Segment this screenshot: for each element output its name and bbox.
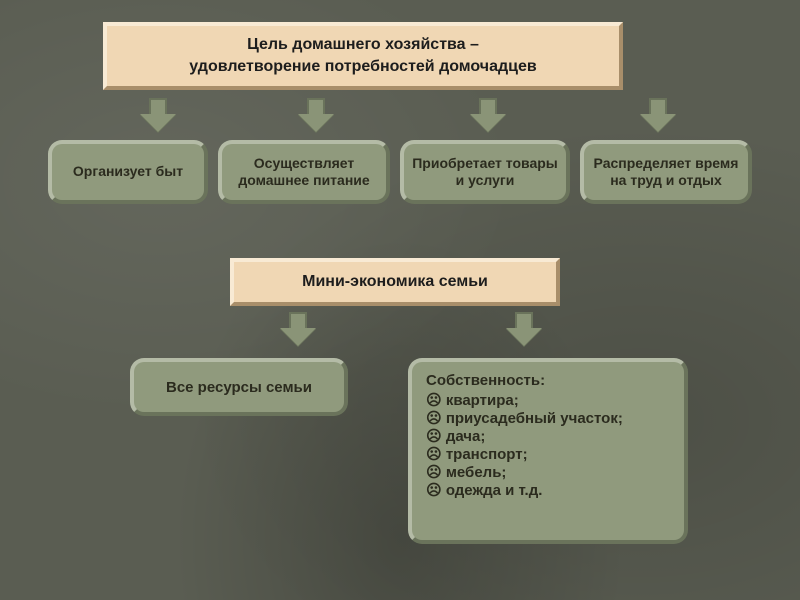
arrow-down-icon — [280, 312, 316, 346]
function-box: Приобретает товары и услуги — [400, 140, 570, 204]
list-item: квартира; — [426, 391, 623, 409]
list-item: транспорт; — [426, 445, 623, 463]
property-box: Собственность: квартира; приусадебный уч… — [408, 358, 688, 544]
function-label: Организует быт — [73, 163, 183, 181]
mini-economy-box: Мини-экономика семьи — [230, 258, 560, 306]
arrow-down-icon — [506, 312, 542, 346]
arrow-down-icon — [470, 98, 506, 132]
header-line2: удовлетворение потребностей домочадцев — [189, 58, 536, 75]
list-item: мебель; — [426, 463, 623, 481]
resources-box: Все ресурсы семьи — [130, 358, 348, 416]
function-box: Организует быт — [48, 140, 208, 204]
arrow-down-icon — [640, 98, 676, 132]
function-box: Распределяет время на труд и отдых — [580, 140, 752, 204]
list-item: приусадебный участок; — [426, 409, 623, 427]
function-box: Осуществляет домашнее питание — [218, 140, 390, 204]
header-line1: Цель домашнего хозяйства – — [247, 36, 479, 53]
header-box: Цель домашнего хозяйства – удовлетворени… — [103, 22, 623, 90]
property-title: Собственность: — [426, 372, 545, 389]
header-text: Цель домашнего хозяйства – удовлетворени… — [189, 34, 536, 77]
resources-label: Все ресурсы семьи — [166, 379, 312, 396]
arrow-down-icon — [298, 98, 334, 132]
mini-economy-label: Мини-экономика семьи — [302, 273, 488, 291]
function-label: Приобретает товары и услуги — [408, 155, 562, 190]
function-label: Распределяет время на труд и отдых — [588, 155, 744, 190]
function-label: Осуществляет домашнее питание — [226, 155, 382, 190]
arrow-down-icon — [140, 98, 176, 132]
list-item: одежда и т.д. — [426, 481, 623, 499]
property-list: квартира; приусадебный участок; дача; тр… — [426, 391, 623, 499]
list-item: дача; — [426, 427, 623, 445]
